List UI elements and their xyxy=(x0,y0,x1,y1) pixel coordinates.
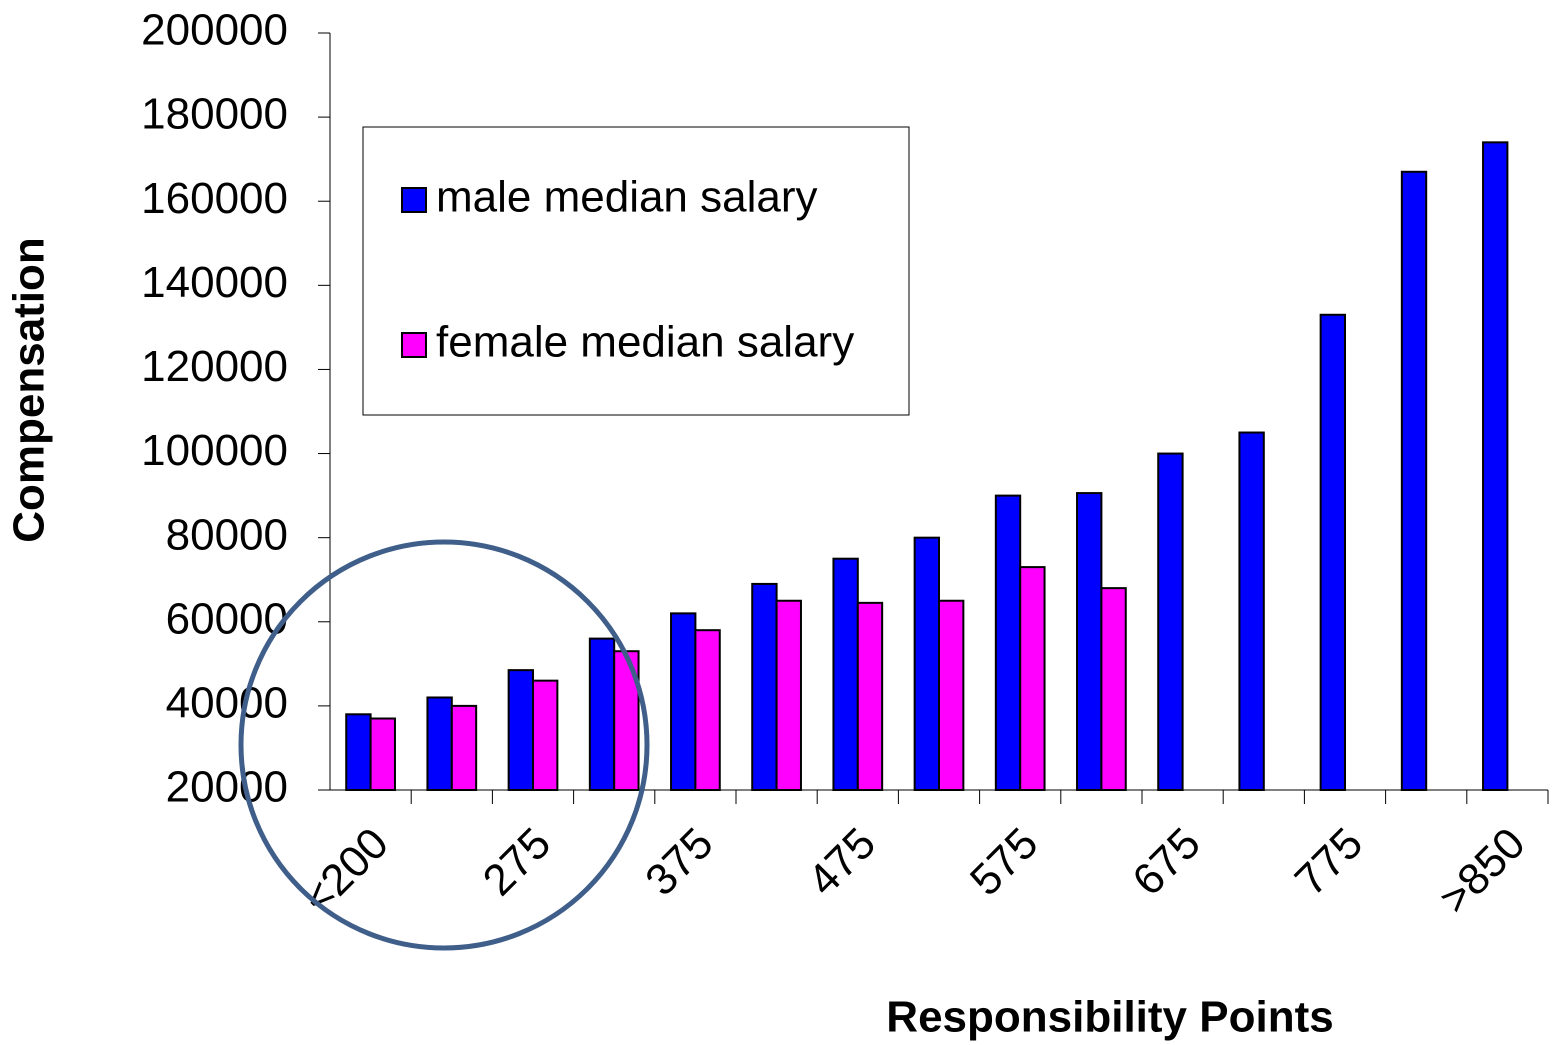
bar xyxy=(345,713,372,791)
y-tick-label: 60000 xyxy=(166,594,288,643)
x-tick-label: >850 xyxy=(1430,819,1535,924)
bar xyxy=(1100,587,1127,792)
y-tick-label: 120000 xyxy=(141,342,288,391)
bar xyxy=(369,717,396,791)
plot-area: 20000 40000 60000 80000 100000 120000 140000 16… xyxy=(141,6,1549,924)
y-tick-label: 200000 xyxy=(141,6,288,55)
x-axis-title: Responsibility Points xyxy=(886,993,1333,1042)
y-tick-label: 80000 xyxy=(166,510,288,559)
bar xyxy=(1019,566,1046,791)
legend-label: female median salary xyxy=(436,318,854,367)
y-tick-label: 140000 xyxy=(141,258,288,307)
y-tick-label: 100000 xyxy=(141,426,288,475)
bar xyxy=(1319,313,1347,791)
bar xyxy=(532,679,559,792)
y-tick-label: 180000 xyxy=(141,90,288,139)
x-tick-label: 675 xyxy=(1123,819,1210,906)
bar xyxy=(751,582,778,792)
bar xyxy=(938,599,965,791)
x-tick-label: 475 xyxy=(799,819,886,906)
x-tick-label: 275 xyxy=(474,819,561,906)
legend-label: male median salary xyxy=(436,173,818,222)
bar xyxy=(1238,431,1265,791)
y-tick-label: 40000 xyxy=(166,679,288,728)
y-tick-label: 160000 xyxy=(141,174,288,223)
highlight-circle xyxy=(238,539,650,951)
bar xyxy=(856,601,884,791)
x-tick-label: 775 xyxy=(1286,819,1373,906)
bar xyxy=(507,669,535,791)
y-tick-label: 20000 xyxy=(166,763,288,812)
bar xyxy=(426,696,453,792)
bar xyxy=(1482,141,1509,792)
y-axis-title: Compensation xyxy=(5,237,54,543)
x-tick-label: 575 xyxy=(961,819,1048,906)
x-tick-label: 375 xyxy=(636,819,723,906)
legend-swatch xyxy=(401,332,427,358)
bar xyxy=(832,557,859,792)
bar xyxy=(775,599,802,791)
bar xyxy=(694,629,721,792)
legend-box xyxy=(362,126,910,416)
bar xyxy=(670,612,697,791)
bar xyxy=(1157,452,1184,791)
bar xyxy=(994,494,1022,791)
x-tick-label: <200 xyxy=(293,819,398,924)
bar xyxy=(450,704,478,792)
bar xyxy=(1400,170,1428,792)
bar xyxy=(1076,492,1103,791)
legend-swatch xyxy=(401,187,427,213)
bar xyxy=(913,536,941,792)
bar xyxy=(588,637,616,791)
